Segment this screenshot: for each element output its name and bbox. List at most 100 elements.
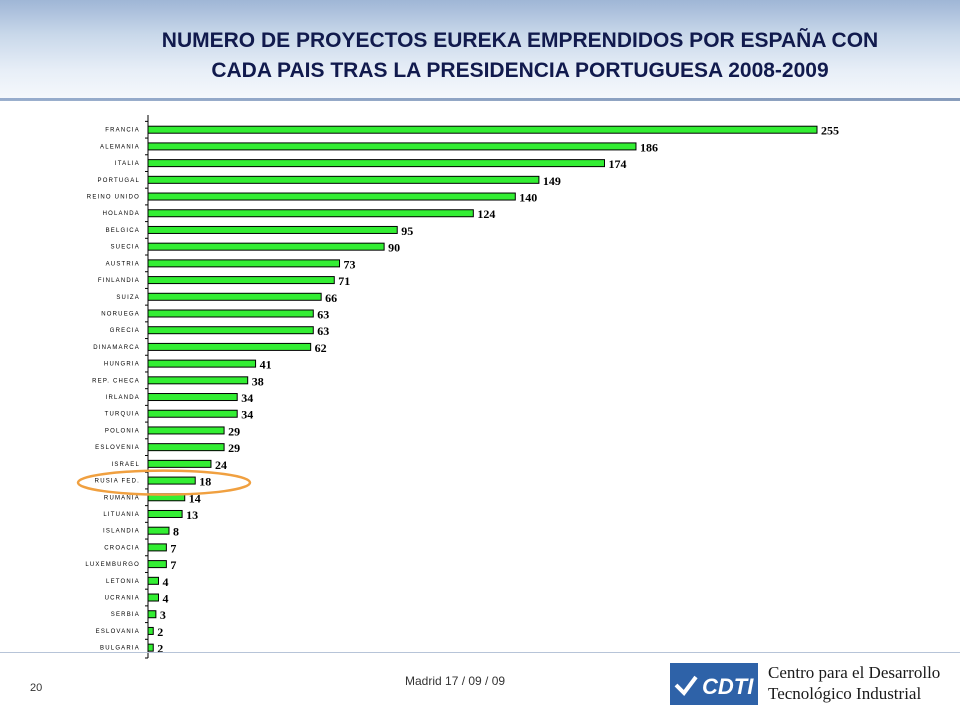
bar (147, 610, 157, 619)
value-label: 29 (228, 441, 240, 455)
category-label: PORTUGAL (98, 178, 141, 184)
category-label: FRANCIA (105, 128, 140, 134)
value-label: 186 (640, 140, 658, 154)
value-label: 140 (519, 191, 537, 205)
value-label: 4 (162, 592, 168, 606)
cdti-logo: CDTI (670, 663, 758, 705)
value-label: 38 (252, 374, 264, 388)
category-label: POLONIA (105, 428, 140, 434)
value-label: 7 (170, 558, 176, 572)
category-label: ITALIA (115, 161, 140, 167)
value-label: 62 (315, 341, 327, 355)
category-label: TURQUIA (105, 412, 140, 418)
value-label: 255 (821, 124, 839, 138)
check-mark-icon (674, 675, 698, 697)
value-label: 63 (317, 324, 329, 338)
category-label: RUMANIA (104, 495, 140, 501)
category-label: REP. CHECA (92, 378, 140, 384)
highlight-ellipse (76, 469, 252, 496)
value-label: 73 (344, 257, 356, 271)
logo-background (670, 663, 758, 705)
org-name-line-1: Centro para el Desarrollo (768, 663, 941, 682)
category-label: BELGICA (106, 228, 140, 234)
org-name-line-2: Tecnológico Industrial (768, 684, 922, 703)
bar (147, 426, 225, 435)
bar (147, 309, 314, 318)
value-label: 18 (199, 475, 211, 489)
bar (147, 376, 249, 385)
slide-title: NUMERO DE PROYECTOS EUREKA EMPRENDIDOS P… (90, 26, 950, 86)
category-label: SUIZA (116, 295, 140, 301)
category-label: FINLANDIA (98, 278, 140, 284)
bar (147, 225, 398, 234)
value-label: 41 (260, 358, 272, 372)
bar (147, 326, 314, 335)
title-line-1: NUMERO DE PROYECTOS EUREKA EMPRENDIDOS P… (161, 29, 879, 52)
bar (147, 593, 159, 602)
value-label: 63 (317, 307, 329, 321)
category-label: BULGARIA (100, 646, 140, 652)
bar (147, 459, 212, 468)
bar (147, 342, 312, 351)
value-label: 66 (325, 291, 337, 305)
bar (147, 142, 637, 151)
category-label: UCRANIA (105, 596, 140, 602)
category-label: SUECIA (110, 245, 140, 251)
category-label: AUSTRIA (106, 261, 140, 267)
footer-divider (0, 652, 960, 653)
category-label: ISLANDIA (103, 529, 140, 535)
bar (147, 643, 154, 652)
bar (147, 626, 154, 635)
category-label: CROACIA (104, 545, 140, 551)
value-label: 90 (388, 241, 400, 255)
category-label: HUNGRIA (104, 362, 140, 368)
value-label: 2 (157, 642, 163, 656)
category-label: LITUANIA (103, 512, 140, 518)
logo-text: CDTI (702, 674, 754, 699)
bar (147, 476, 196, 485)
category-label: RUSIA FED. (95, 479, 140, 485)
bar (147, 526, 170, 535)
bar (147, 443, 225, 452)
value-label: 124 (477, 207, 495, 221)
value-label: 174 (608, 157, 626, 171)
footer-date: Madrid 17 / 09 / 09 (405, 674, 506, 688)
title-line-2: CADA PAIS TRAS LA PRESIDENCIA PORTUGUESA… (211, 59, 829, 82)
org-name: Centro para el Desarrollo Tecnológico In… (768, 662, 940, 704)
value-label: 4 (162, 575, 168, 589)
header-divider (0, 98, 960, 101)
category-label: HOLANDA (103, 211, 140, 217)
value-label: 2 (157, 625, 163, 639)
value-label: 34 (241, 408, 253, 422)
bar (147, 560, 167, 569)
category-label: DINAMARCA (93, 345, 140, 351)
bar (147, 209, 474, 218)
bar (147, 242, 385, 251)
bar (147, 509, 183, 518)
bar (147, 259, 341, 268)
category-label: NORUEGA (101, 311, 140, 317)
value-label: 8 (173, 525, 179, 539)
bar (147, 393, 238, 402)
category-label: LETONIA (106, 579, 140, 585)
value-label: 34 (241, 391, 253, 405)
value-label: 71 (338, 274, 350, 288)
bar (147, 276, 335, 285)
bar (147, 359, 257, 368)
category-label: ALEMANIA (100, 144, 140, 150)
bar (147, 125, 818, 134)
value-label: 149 (543, 174, 561, 188)
bar (147, 175, 540, 184)
value-label: 95 (401, 224, 413, 238)
category-label: LUXEMBURGO (85, 562, 140, 568)
category-label: GRECIA (110, 328, 140, 334)
page-number: 20 (30, 682, 43, 694)
category-label: ESLOVENIA (95, 445, 140, 451)
bar (147, 409, 238, 418)
value-label: 7 (170, 541, 176, 555)
category-label: REINO UNIDO (87, 195, 140, 201)
value-label: 13 (186, 508, 198, 522)
value-label: 3 (160, 608, 166, 622)
category-label: ESLOVANIA (96, 629, 140, 635)
